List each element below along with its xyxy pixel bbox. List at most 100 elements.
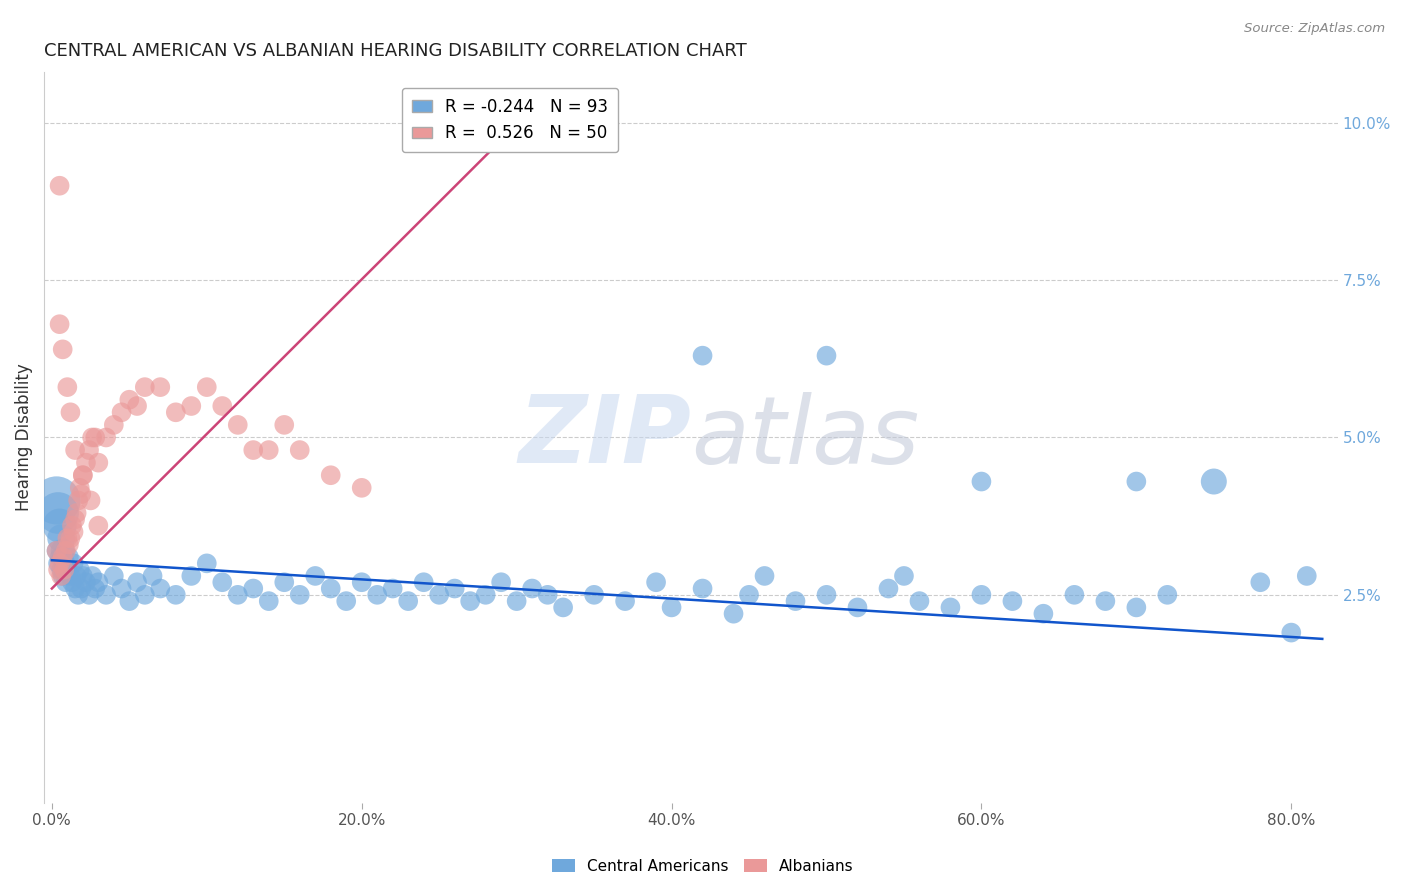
Point (846, 600, 869, 615)
Point (893, 569, 915, 583)
Point (72, 569, 94, 583)
Point (60, 575, 83, 590)
Point (84, 582, 107, 596)
Point (520, 582, 543, 596)
Point (52, 343, 75, 357)
Point (56, 380, 79, 394)
Point (66, 569, 89, 583)
Point (56, 563, 79, 577)
Point (692, 582, 714, 596)
Point (69, 481, 91, 495)
Point (53, 563, 76, 577)
Point (48, 557, 70, 571)
Point (195, 380, 218, 394)
Point (82, 569, 104, 583)
Point (55, 543, 77, 558)
Point (52, 543, 75, 558)
Point (614, 594, 637, 608)
Point (242, 443, 264, 458)
Point (75, 456, 97, 470)
Point (366, 588, 388, 602)
Point (87, 456, 110, 470)
Point (103, 417, 125, 432)
Point (53, 557, 76, 571)
Point (1125, 475, 1147, 489)
Point (350, 575, 373, 590)
Point (103, 569, 125, 583)
Legend: Central Americans, Albanians: Central Americans, Albanians (546, 853, 860, 880)
Y-axis label: Hearing Disability: Hearing Disability (15, 364, 32, 511)
Text: atlas: atlas (690, 392, 920, 483)
Point (304, 569, 326, 583)
Point (412, 575, 434, 590)
Point (87, 518, 110, 533)
Point (66, 506, 89, 520)
Point (195, 557, 218, 571)
Point (877, 582, 900, 596)
Point (70, 487, 93, 501)
Point (458, 594, 481, 608)
Point (1032, 607, 1054, 621)
Point (59, 569, 82, 583)
Point (134, 380, 156, 394)
Point (505, 594, 527, 608)
Point (908, 594, 931, 608)
Point (583, 588, 606, 602)
Point (52, 550, 75, 565)
Point (1125, 600, 1147, 615)
Point (49, 569, 72, 583)
Point (211, 399, 233, 413)
Point (1156, 588, 1178, 602)
Point (149, 380, 172, 394)
Point (785, 594, 807, 608)
Point (396, 594, 419, 608)
Point (125, 575, 148, 590)
Point (70, 582, 93, 596)
Text: CENTRAL AMERICAN VS ALBANIAN HEARING DISABILITY CORRELATION CHART: CENTRAL AMERICAN VS ALBANIAN HEARING DIS… (44, 42, 747, 60)
Point (165, 588, 187, 602)
Point (77, 588, 100, 602)
Text: Source: ZipAtlas.com: Source: ZipAtlas.com (1244, 22, 1385, 36)
Point (62, 524, 84, 539)
Point (738, 588, 761, 602)
Point (211, 575, 233, 590)
Point (692, 349, 714, 363)
Point (79, 493, 101, 508)
Point (273, 417, 295, 432)
Point (142, 569, 165, 583)
Point (52, 569, 75, 583)
Point (1279, 625, 1302, 640)
Point (149, 582, 172, 596)
Point (46, 506, 69, 520)
Point (48, 317, 70, 331)
Point (60, 518, 83, 533)
Point (110, 405, 132, 419)
Point (180, 399, 202, 413)
Point (1249, 575, 1271, 590)
Point (75, 575, 97, 590)
Point (67, 588, 90, 602)
Point (1063, 588, 1085, 602)
Point (48, 518, 70, 533)
Point (69, 563, 91, 577)
Point (815, 349, 838, 363)
Point (1202, 475, 1225, 489)
Point (489, 575, 512, 590)
Point (1295, 569, 1317, 583)
Point (645, 575, 668, 590)
Point (754, 569, 776, 583)
Point (49, 531, 72, 545)
Point (62, 557, 84, 571)
Point (59, 405, 82, 419)
Point (118, 392, 141, 407)
Point (1001, 594, 1024, 608)
Point (48, 178, 70, 193)
Point (48, 550, 70, 565)
Point (226, 588, 249, 602)
Point (165, 405, 187, 419)
Point (226, 417, 249, 432)
Point (118, 594, 141, 608)
Point (46, 563, 69, 577)
Point (242, 582, 264, 596)
Point (350, 481, 373, 495)
